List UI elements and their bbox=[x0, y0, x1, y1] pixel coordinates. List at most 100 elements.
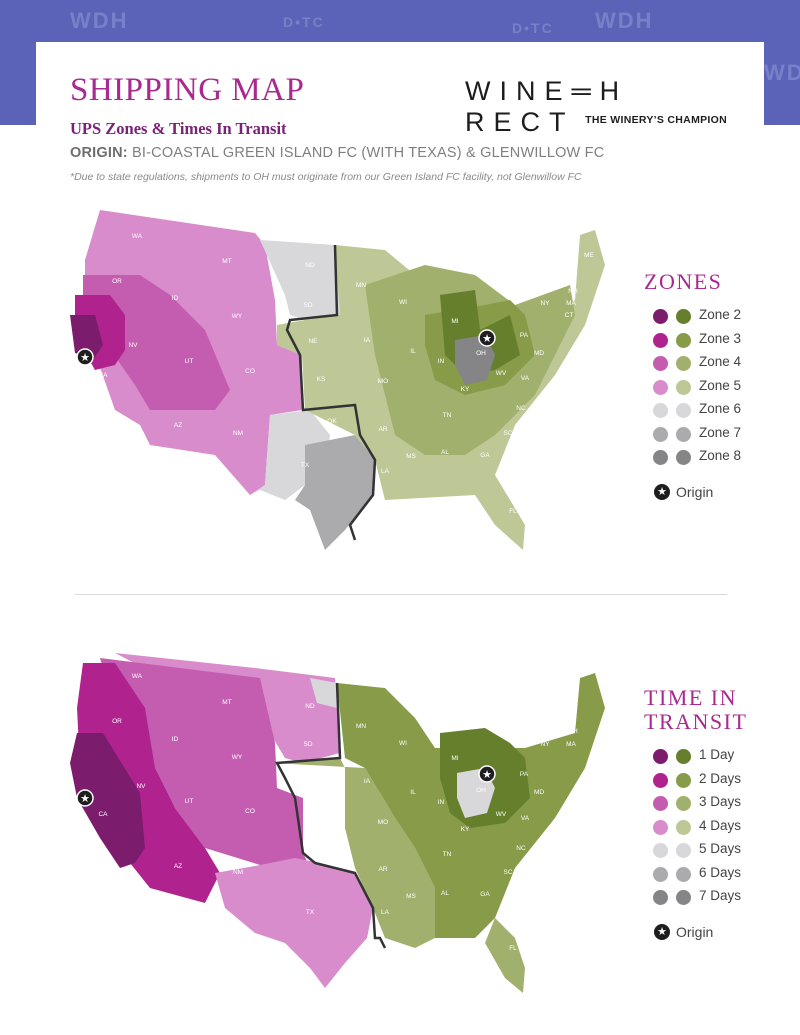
state-label: VT bbox=[559, 717, 567, 724]
state-label: KS bbox=[317, 817, 326, 824]
state-label: WA bbox=[132, 233, 143, 240]
banner-pattern-text: D•TC bbox=[512, 20, 554, 36]
state-label: ND bbox=[305, 262, 315, 269]
region-zone6-plains bbox=[260, 240, 340, 320]
state-label: NC bbox=[516, 405, 526, 412]
legend-row: Zone 7 bbox=[644, 424, 794, 448]
state-label: NV bbox=[136, 783, 146, 790]
state-label: MS bbox=[406, 893, 416, 900]
state-label: OK bbox=[327, 857, 337, 864]
legend-swatch-green bbox=[676, 749, 691, 764]
legend-origin-row: ★ Origin bbox=[644, 483, 794, 505]
state-label: MI bbox=[451, 318, 458, 325]
origin-star-glyph: ★ bbox=[482, 333, 492, 345]
legend-swatch-grey bbox=[653, 890, 668, 905]
legend-origin-row: ★ Origin bbox=[644, 923, 794, 945]
legend-swatch-grey bbox=[653, 426, 668, 442]
region-1day-california bbox=[70, 733, 145, 868]
origin-marker-california bbox=[76, 789, 94, 807]
legend-swatch-green bbox=[676, 309, 691, 324]
legend-row: 3 Days bbox=[644, 793, 794, 817]
page-title: SHIPPING MAP bbox=[70, 72, 305, 108]
state-label: CA bbox=[98, 372, 108, 379]
banner-pattern-text: D•TC bbox=[283, 14, 325, 30]
origin-label: ORIGIN: bbox=[70, 145, 128, 161]
state-label: WY bbox=[232, 754, 243, 761]
state-label: TN bbox=[443, 851, 452, 858]
state-label: VT bbox=[559, 278, 567, 285]
state-label: NV bbox=[128, 342, 138, 349]
legend-swatch-green bbox=[676, 819, 691, 835]
state-label: NH bbox=[568, 288, 578, 295]
legend-swatch-purple bbox=[653, 309, 668, 324]
legend-label: Zone 6 bbox=[699, 401, 742, 416]
state-label: CT bbox=[565, 312, 574, 319]
state-label: IA bbox=[364, 337, 371, 344]
state-label: NH bbox=[568, 728, 578, 735]
legend-swatch-grey bbox=[653, 450, 668, 465]
legend-row: Zone 2 bbox=[644, 306, 794, 330]
state-label: MD bbox=[534, 350, 544, 357]
state-label: VA bbox=[521, 375, 530, 382]
transit-map: ★ ★ WA OR CA NV ID MT WY UT CO AZ NM ND … bbox=[70, 653, 605, 993]
state-label: IL bbox=[410, 348, 416, 355]
state-label: NM bbox=[233, 869, 243, 876]
state-label: MO bbox=[378, 819, 388, 826]
state-label: CO bbox=[245, 808, 255, 815]
legend-swatch-green bbox=[676, 796, 691, 811]
region-zone8-ohio bbox=[455, 335, 495, 385]
legend-swatch-grey bbox=[676, 426, 691, 442]
state-label: MO bbox=[378, 378, 388, 385]
region-zone7-texas bbox=[295, 435, 375, 550]
state-label: OH bbox=[476, 787, 486, 794]
state-label: IA bbox=[364, 778, 371, 785]
legend-swatch-purple bbox=[653, 819, 668, 835]
state-label: LA bbox=[381, 909, 390, 916]
legend-swatch-grey bbox=[653, 866, 668, 882]
state-label: MT bbox=[222, 258, 231, 265]
transit-boundary-line bbox=[274, 682, 387, 949]
legend-label: 1 Day bbox=[699, 747, 735, 762]
legend-label: 7 Days bbox=[699, 888, 742, 903]
legend-label: 4 Days bbox=[699, 817, 742, 833]
state-label: WV bbox=[496, 811, 507, 818]
legend-origin-label: Origin bbox=[676, 923, 714, 940]
state-label: OK bbox=[327, 418, 337, 425]
state-label: KY bbox=[461, 826, 470, 833]
state-label: SD bbox=[303, 741, 312, 748]
zone-boundary-line bbox=[285, 244, 377, 541]
state-label: MA bbox=[566, 300, 576, 307]
legend-label: 3 Days bbox=[699, 794, 742, 809]
state-label: FL bbox=[509, 508, 517, 515]
state-label: KS bbox=[317, 376, 326, 383]
state-label: AZ bbox=[174, 863, 182, 870]
state-label: AL bbox=[441, 890, 449, 897]
legend-swatch-green bbox=[676, 379, 691, 395]
legend-row: Zone 5 bbox=[644, 377, 794, 401]
legend-label: Zone 3 bbox=[699, 330, 742, 346]
state-label: TX bbox=[306, 909, 315, 916]
origin-marker-ohio bbox=[478, 329, 496, 347]
legend-row: Zone 4 bbox=[644, 353, 794, 377]
state-label: KY bbox=[461, 386, 470, 393]
zones-state-labels: WA OR CA NV ID MT WY UT CO AZ NM ND SD N… bbox=[98, 233, 594, 515]
region-5day-plains bbox=[310, 678, 337, 708]
legend-swatch-green bbox=[676, 332, 691, 348]
state-label: MT bbox=[222, 699, 231, 706]
legend-row: 2 Days bbox=[644, 770, 794, 794]
state-label: NY bbox=[540, 741, 550, 748]
legend-row: Zone 8 bbox=[644, 447, 794, 471]
legend-swatch-purple bbox=[653, 772, 668, 788]
state-label: VA bbox=[521, 815, 530, 822]
origin-text: BI-COASTAL GREEN ISLAND FC (WITH TEXAS) … bbox=[132, 145, 605, 161]
legend-label: 2 Days bbox=[699, 770, 742, 786]
region-3day-west bbox=[100, 658, 315, 878]
legend-swatch-grey bbox=[676, 890, 691, 905]
origin-star-glyph: ★ bbox=[80, 352, 90, 364]
state-label: SD bbox=[303, 302, 312, 309]
state-label: NE bbox=[308, 779, 318, 786]
region-4day-texas bbox=[215, 858, 373, 988]
state-label: NM bbox=[233, 430, 243, 437]
zones-map-regions bbox=[70, 210, 605, 550]
legend-label: Zone 2 bbox=[699, 307, 742, 322]
